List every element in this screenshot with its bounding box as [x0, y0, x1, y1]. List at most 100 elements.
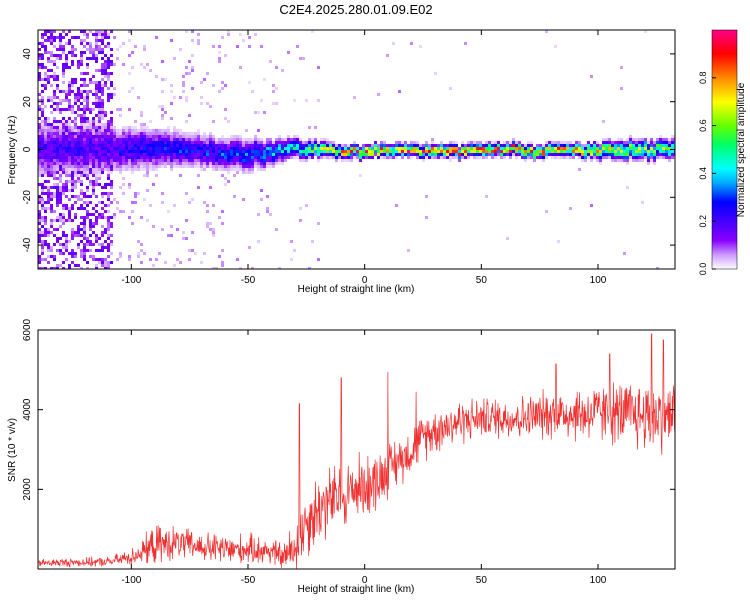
heatmap-cell: [86, 120, 89, 123]
heatmap-cell: [89, 150, 92, 153]
heatmap-cell: [293, 249, 296, 252]
heatmap-cell: [98, 156, 101, 159]
heatmap-cell: [104, 228, 107, 231]
heatmap-cell: [152, 144, 155, 147]
heatmap-cell: [104, 111, 107, 114]
heatmap-cell: [623, 144, 626, 147]
heatmap-cell: [257, 165, 260, 168]
heatmap-cell: [74, 165, 77, 168]
heatmap-cell: [83, 78, 86, 81]
heatmap-cell: [143, 162, 146, 165]
heatmap-cell: [203, 153, 206, 156]
heatmap-cell: [68, 216, 71, 219]
heatmap-cell: [305, 153, 308, 156]
heatmap-cell: [644, 144, 647, 147]
snr-xtick-label: -50: [241, 575, 256, 586]
heatmap-cell: [239, 33, 242, 36]
heatmap-cell: [182, 81, 185, 84]
heatmap-cell: [116, 141, 119, 144]
heatmap-cell: [410, 156, 413, 159]
heatmap-cell: [239, 153, 242, 156]
heatmap-cell: [38, 156, 41, 159]
heatmap-cell: [260, 99, 263, 102]
heatmap-cell: [179, 165, 182, 168]
heatmap-cell: [47, 171, 50, 174]
heatmap-cell: [377, 147, 380, 150]
heatmap-cell: [221, 81, 224, 84]
heatmap-cell: [599, 162, 602, 165]
heatmap-cell: [404, 150, 407, 153]
heatmap-cell: [65, 132, 68, 135]
heatmap-cell: [560, 156, 563, 159]
heatmap-cell: [560, 150, 563, 153]
heatmap-cell: [119, 156, 122, 159]
heatmap-cell: [134, 138, 137, 141]
heatmap-cell: [173, 165, 176, 168]
heatmap-cell: [95, 93, 98, 96]
heatmap-cell: [665, 138, 668, 141]
heatmap-cell: [587, 141, 590, 144]
heatmap-cell: [137, 135, 140, 138]
heatmap-cell: [269, 60, 272, 63]
heatmap-cell: [134, 144, 137, 147]
heatmap-cell: [62, 72, 65, 75]
heatmap-cell: [278, 144, 281, 147]
heatmap-cell: [215, 141, 218, 144]
heatmap-cell: [83, 111, 86, 114]
heatmap-cell: [179, 150, 182, 153]
heatmap-cell: [638, 156, 641, 159]
heatmap-cell: [377, 144, 380, 147]
heatmap-cell: [122, 144, 125, 147]
heatmap-cell: [161, 138, 164, 141]
heatmap-cell: [644, 156, 647, 159]
heatmap-cell: [479, 150, 482, 153]
heatmap-cell: [455, 147, 458, 150]
heatmap-cell: [308, 150, 311, 153]
heatmap-cell: [236, 147, 239, 150]
heatmap-cell: [191, 153, 194, 156]
heatmap-cell: [446, 156, 449, 159]
heatmap-cell: [185, 96, 188, 99]
heatmap-cell: [107, 219, 110, 222]
heatmap-cell: [107, 261, 110, 264]
heatmap-cell: [305, 99, 308, 102]
heatmap-cell: [269, 138, 272, 141]
heatmap-cell: [209, 228, 212, 231]
heatmap-cell: [59, 249, 62, 252]
heatmap-cell: [464, 147, 467, 150]
heatmap-cell: [527, 144, 530, 147]
heatmap-cell: [596, 141, 599, 144]
heatmap-cell: [551, 156, 554, 159]
heatmap-cell: [98, 81, 101, 84]
heatmap-cell: [332, 141, 335, 144]
heatmap-cell: [170, 147, 173, 150]
heatmap-cell: [554, 141, 557, 144]
heatmap-cell: [167, 135, 170, 138]
heatmap-cell: [62, 183, 65, 186]
heatmap-cell: [80, 78, 83, 81]
heatmap-cell: [557, 144, 560, 147]
heatmap-cell: [110, 144, 113, 147]
heatmap-cell: [122, 159, 125, 162]
heatmap-cell: [203, 144, 206, 147]
heatmap-cell: [158, 252, 161, 255]
heatmap-cell: [653, 159, 656, 162]
heatmap-cell: [287, 147, 290, 150]
heatmap-cell: [197, 144, 200, 147]
heatmap-cell: [104, 153, 107, 156]
heatmap-cell: [260, 138, 263, 141]
heatmap-cell: [191, 39, 194, 42]
heatmap-cell: [110, 123, 113, 126]
heatmap-cell: [65, 135, 68, 138]
heatmap-cell: [143, 138, 146, 141]
heatmap-cell: [590, 159, 593, 162]
heatmap-cell: [200, 168, 203, 171]
heatmap-cell: [170, 132, 173, 135]
heatmap-cell: [134, 150, 137, 153]
heatmap-cell: [116, 159, 119, 162]
heatmap-cell: [542, 150, 545, 153]
heatmap-cell: [140, 126, 143, 129]
heatmap-cell: [44, 231, 47, 234]
heatmap-cell: [134, 192, 137, 195]
heatmap-cell: [599, 159, 602, 162]
